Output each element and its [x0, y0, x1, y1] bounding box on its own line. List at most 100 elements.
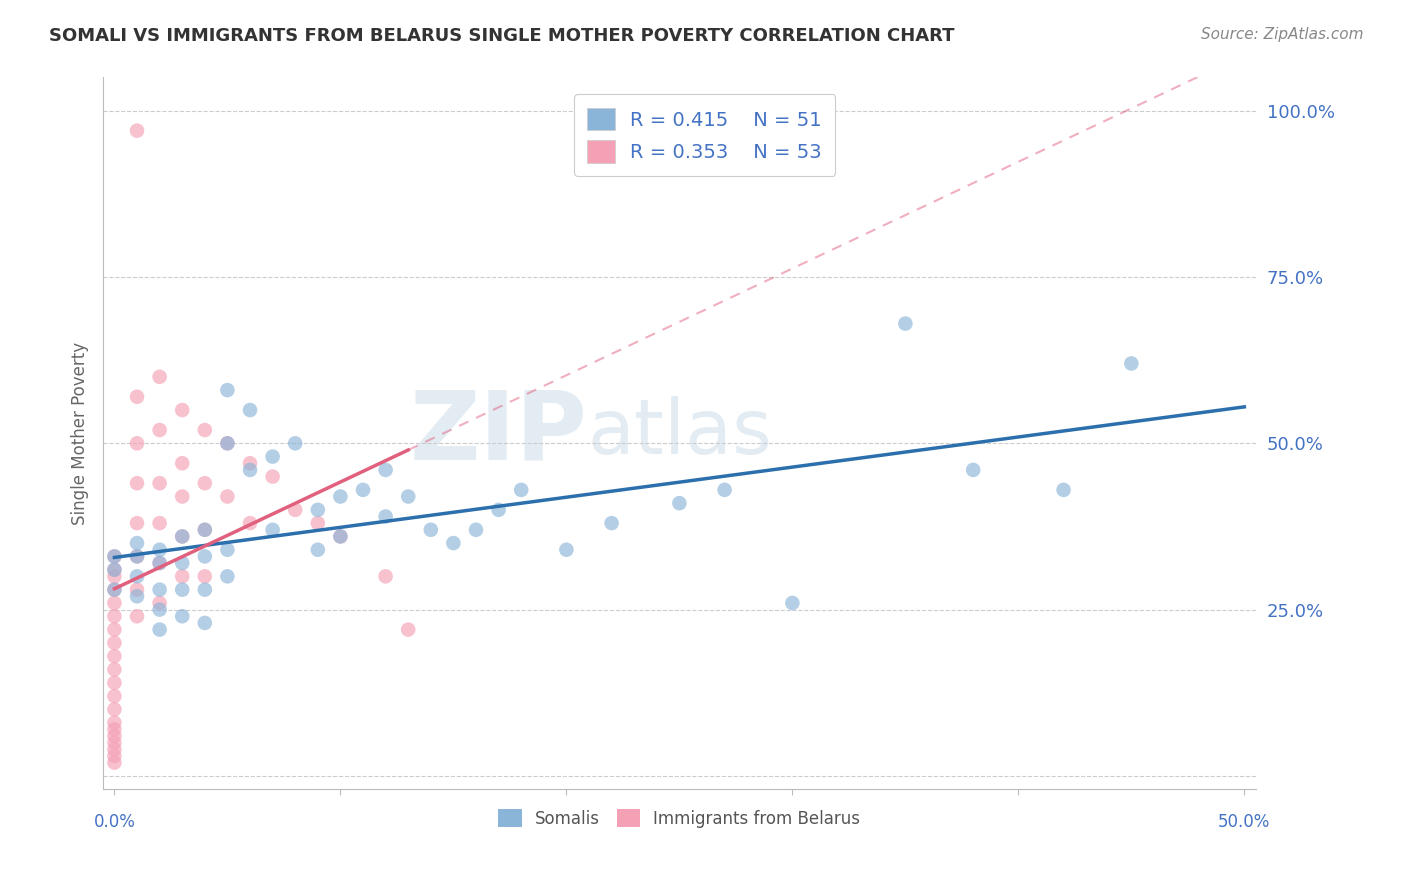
Immigrants from Belarus — [194, 523, 217, 537]
Somalis — [1121, 356, 1143, 370]
Somalis — [149, 542, 172, 557]
Somalis — [510, 483, 533, 497]
Immigrants from Belarus — [103, 569, 125, 583]
Somalis — [103, 582, 125, 597]
Somalis — [352, 483, 374, 497]
Somalis — [262, 450, 284, 464]
Immigrants from Belarus — [172, 456, 194, 470]
Somalis — [284, 436, 307, 450]
Immigrants from Belarus — [103, 723, 125, 737]
Immigrants from Belarus — [103, 756, 125, 770]
Text: SOMALI VS IMMIGRANTS FROM BELARUS SINGLE MOTHER POVERTY CORRELATION CHART: SOMALI VS IMMIGRANTS FROM BELARUS SINGLE… — [49, 27, 955, 45]
Immigrants from Belarus — [103, 742, 125, 756]
Immigrants from Belarus — [103, 596, 125, 610]
Legend: Somalis, Immigrants from Belarus: Somalis, Immigrants from Belarus — [492, 803, 868, 834]
Immigrants from Belarus — [194, 476, 217, 491]
Somalis — [488, 503, 510, 517]
Immigrants from Belarus — [374, 569, 396, 583]
Somalis — [465, 523, 488, 537]
Immigrants from Belarus — [125, 390, 148, 404]
Immigrants from Belarus — [103, 549, 125, 564]
Immigrants from Belarus — [194, 569, 217, 583]
Immigrants from Belarus — [149, 516, 172, 530]
Somalis — [172, 529, 194, 543]
Text: 0.0%: 0.0% — [93, 813, 135, 830]
Somalis — [329, 490, 352, 504]
Immigrants from Belarus — [103, 729, 125, 743]
Somalis — [307, 542, 329, 557]
Somalis — [194, 523, 217, 537]
Immigrants from Belarus — [103, 715, 125, 730]
Somalis — [782, 596, 804, 610]
Somalis — [172, 582, 194, 597]
Somalis — [103, 549, 125, 564]
Somalis — [262, 523, 284, 537]
Immigrants from Belarus — [125, 436, 148, 450]
Somalis — [555, 542, 578, 557]
Somalis — [194, 615, 217, 630]
Somalis — [103, 563, 125, 577]
Somalis — [217, 569, 239, 583]
Immigrants from Belarus — [125, 476, 148, 491]
Somalis — [396, 490, 419, 504]
Immigrants from Belarus — [103, 663, 125, 677]
Somalis — [239, 403, 262, 417]
Somalis — [194, 549, 217, 564]
Immigrants from Belarus — [172, 403, 194, 417]
Immigrants from Belarus — [149, 556, 172, 570]
Y-axis label: Single Mother Poverty: Single Mother Poverty — [72, 342, 89, 524]
Text: 50.0%: 50.0% — [1218, 813, 1271, 830]
Text: atlas: atlas — [588, 396, 772, 470]
Immigrants from Belarus — [172, 529, 194, 543]
Immigrants from Belarus — [125, 582, 148, 597]
Somalis — [307, 503, 329, 517]
Somalis — [125, 536, 148, 550]
Immigrants from Belarus — [125, 516, 148, 530]
Somalis — [125, 569, 148, 583]
Immigrants from Belarus — [125, 609, 148, 624]
Immigrants from Belarus — [103, 649, 125, 664]
Somalis — [149, 556, 172, 570]
Somalis — [668, 496, 690, 510]
Immigrants from Belarus — [172, 569, 194, 583]
Immigrants from Belarus — [239, 456, 262, 470]
Immigrants from Belarus — [149, 476, 172, 491]
Immigrants from Belarus — [172, 490, 194, 504]
Somalis — [125, 590, 148, 604]
Somalis — [374, 463, 396, 477]
Somalis — [172, 556, 194, 570]
Somalis — [962, 463, 984, 477]
Somalis — [149, 623, 172, 637]
Somalis — [217, 436, 239, 450]
Somalis — [125, 549, 148, 564]
Immigrants from Belarus — [239, 516, 262, 530]
Somalis — [600, 516, 623, 530]
Immigrants from Belarus — [396, 623, 419, 637]
Immigrants from Belarus — [103, 582, 125, 597]
Immigrants from Belarus — [103, 689, 125, 703]
Somalis — [1052, 483, 1074, 497]
Immigrants from Belarus — [262, 469, 284, 483]
Immigrants from Belarus — [103, 748, 125, 763]
Immigrants from Belarus — [217, 490, 239, 504]
Immigrants from Belarus — [103, 736, 125, 750]
Somalis — [239, 463, 262, 477]
Somalis — [374, 509, 396, 524]
Somalis — [194, 582, 217, 597]
Immigrants from Belarus — [103, 702, 125, 716]
Somalis — [713, 483, 735, 497]
Somalis — [329, 529, 352, 543]
Immigrants from Belarus — [329, 529, 352, 543]
Immigrants from Belarus — [103, 563, 125, 577]
Immigrants from Belarus — [103, 609, 125, 624]
Somalis — [172, 609, 194, 624]
Immigrants from Belarus — [307, 516, 329, 530]
Somalis — [419, 523, 441, 537]
Immigrants from Belarus — [217, 436, 239, 450]
Somalis — [217, 383, 239, 397]
Immigrants from Belarus — [284, 503, 307, 517]
Immigrants from Belarus — [103, 675, 125, 690]
Somalis — [149, 602, 172, 616]
Somalis — [149, 582, 172, 597]
Immigrants from Belarus — [125, 123, 148, 137]
